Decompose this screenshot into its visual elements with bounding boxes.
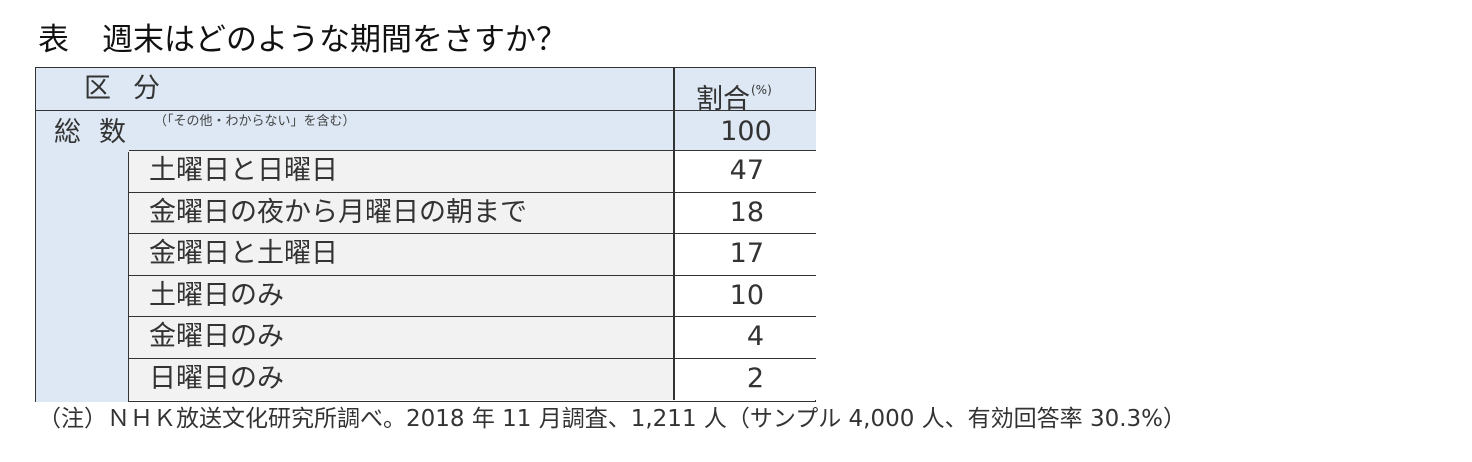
row-value-cell: 47: [675, 151, 816, 192]
table-body: 土曜日と日曜日 47 金曜日の夜から月曜日の朝まで 18 金曜日と土曜日 17 …: [129, 150, 816, 400]
table-row: 土曜日と日曜日 47: [129, 150, 816, 192]
row-value-cell: 4: [675, 317, 816, 358]
row-divider: [673, 151, 675, 192]
row-value: 47: [729, 155, 764, 186]
table-row: 土曜日のみ 10: [129, 274, 816, 317]
row-value: 2: [746, 362, 764, 394]
row-value-cell: 17: [675, 234, 816, 275]
header-divider: [673, 68, 675, 110]
header-category: 区分: [84, 73, 182, 104]
row-value-cell: 2: [675, 358, 816, 400]
table-header: 区分 割合(%): [36, 68, 815, 115]
footnote: （注）ＮＨＫ放送文化研究所調べ。2018 年 11 月調査、1,211 人（サン…: [38, 406, 1187, 432]
row-divider: [673, 192, 675, 234]
header-ratio-unit: (%): [751, 83, 772, 97]
table-row: 金曜日のみ 4: [129, 316, 816, 358]
survey-table: 区分 割合(%) 総数 （「その他・わからない」を含む） 100 土曜日と日曜日…: [35, 67, 816, 402]
total-note: （「その他・わからない」を含む）: [154, 114, 356, 129]
total-value: 100: [676, 111, 816, 153]
table-title-label: 表: [38, 22, 69, 58]
row-value: 18: [729, 196, 764, 228]
table-title-text: 週末はどのような期間をさすか？: [102, 22, 567, 58]
row-label: 金曜日の夜から月曜日の朝まで: [149, 196, 527, 228]
row-value-cell: 10: [675, 275, 816, 317]
header-ratio-label: 割合: [696, 84, 750, 115]
row-value: 17: [729, 238, 764, 270]
row-divider: [673, 275, 675, 317]
row-value-cell: 18: [675, 192, 816, 234]
table-title: 表週末はどのような期間をさすか？: [38, 18, 567, 62]
row-divider: [673, 317, 675, 358]
row-label: 金曜日と土曜日: [149, 238, 338, 270]
row-value: 4: [746, 321, 764, 353]
table-row: 金曜日の夜から月曜日の朝まで 18: [129, 191, 816, 234]
row-label: 土曜日のみ: [149, 279, 284, 311]
total-label: 総数: [54, 117, 144, 148]
row-label: 土曜日と日曜日: [149, 155, 338, 186]
indent-column: [36, 152, 129, 402]
row-label: 日曜日のみ: [149, 362, 284, 394]
row-label: 金曜日のみ: [149, 321, 284, 353]
total-divider: [673, 111, 675, 152]
row-divider: [673, 358, 675, 400]
row-value: 10: [729, 279, 764, 311]
total-row: 総数 （「その他・わからない」を含む） 100: [36, 111, 816, 153]
table-row: 日曜日のみ 2: [129, 357, 816, 400]
row-divider: [673, 234, 675, 275]
header-ratio: 割合(%): [696, 68, 772, 122]
table-row: 金曜日と土曜日 17: [129, 233, 816, 275]
